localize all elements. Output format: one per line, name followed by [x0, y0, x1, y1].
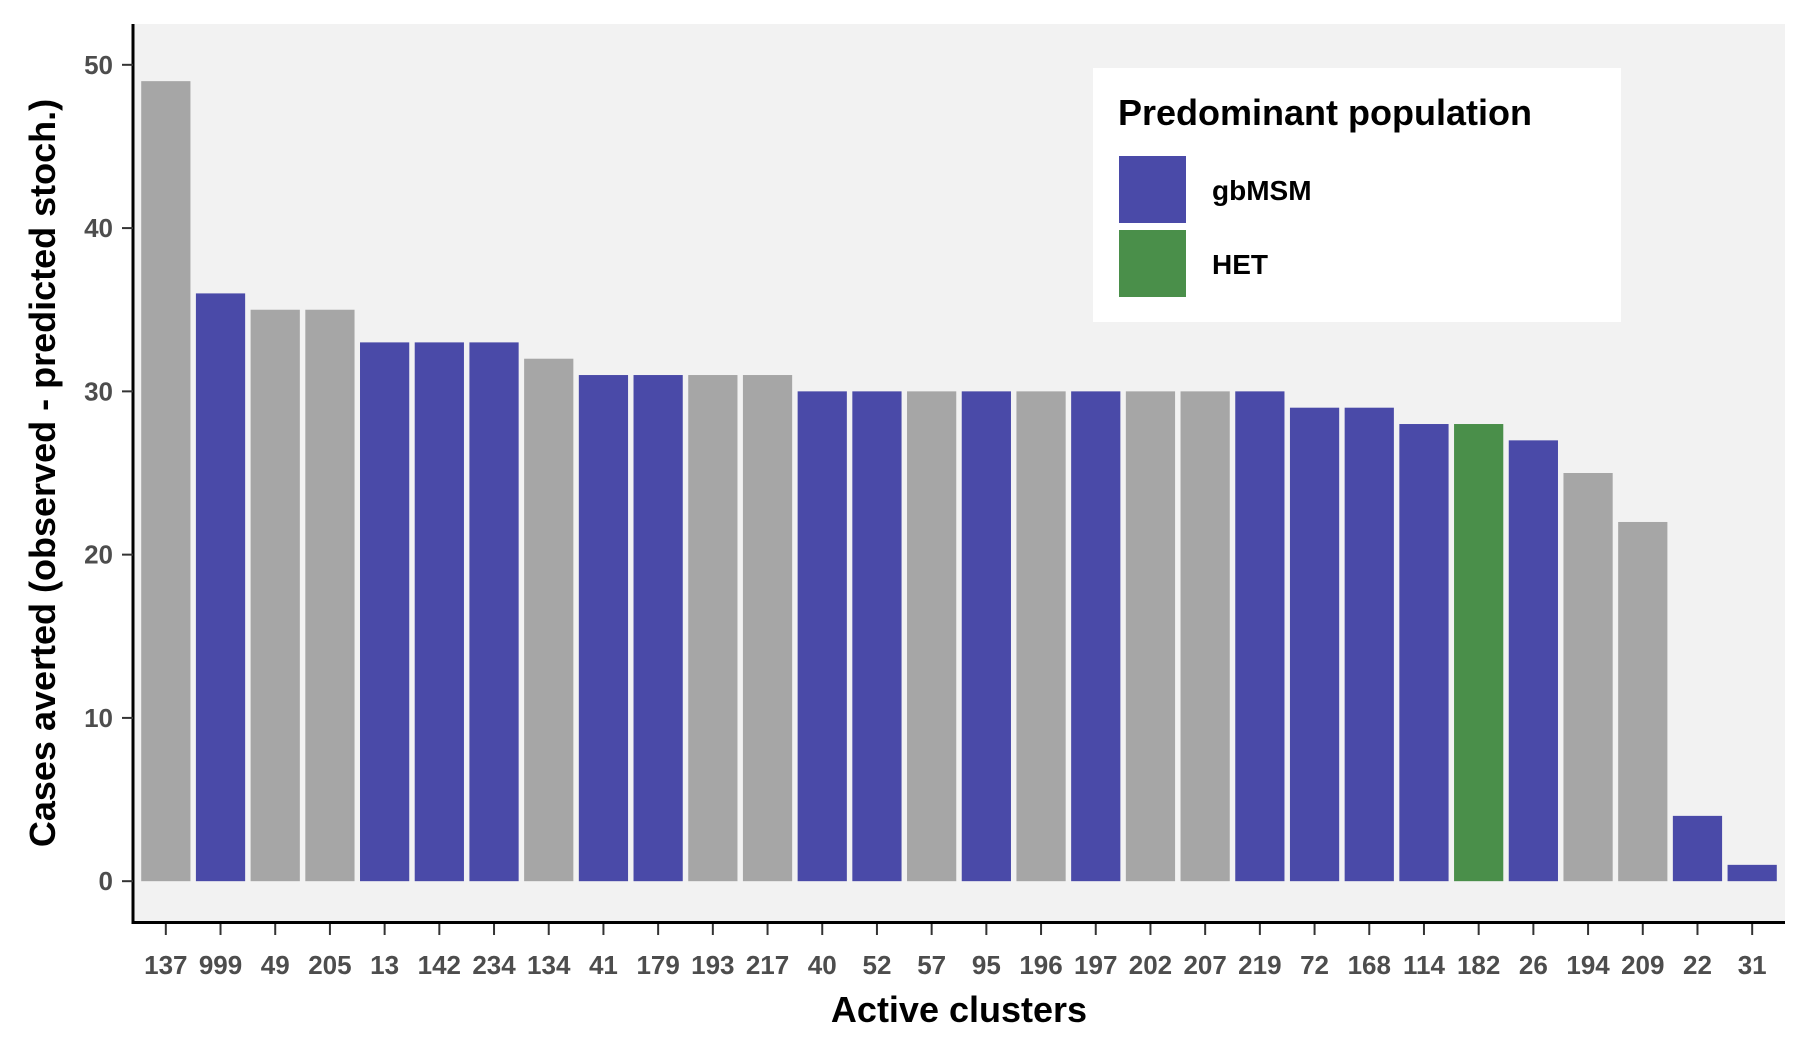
bar-999 [195, 293, 246, 882]
bar-182 [1454, 424, 1504, 882]
legend: Predominant population gbMSM HET [1093, 68, 1621, 322]
bar-219 [1235, 391, 1285, 882]
bar-95 [961, 391, 1011, 882]
legend-label-het: HET [1212, 249, 1268, 280]
bar-134 [524, 358, 574, 882]
x-tick-label-57: 57 [917, 950, 946, 980]
x-tick-label-49: 49 [261, 950, 290, 980]
bar-194 [1563, 473, 1613, 882]
x-tick-label-205: 205 [308, 950, 351, 980]
bar-217 [742, 375, 793, 882]
bar-137 [141, 81, 191, 882]
bar-234 [469, 342, 519, 882]
x-tick-label-196: 196 [1019, 950, 1062, 980]
x-tick-label-137: 137 [144, 950, 187, 980]
bars-group [141, 81, 1777, 882]
legend-title: Predominant population [1118, 92, 1532, 133]
x-tick-label-142: 142 [418, 950, 461, 980]
x-tick-label-168: 168 [1348, 950, 1391, 980]
bar-22 [1672, 815, 1723, 882]
x-tick-label-209: 209 [1621, 950, 1664, 980]
x-tick-label-40: 40 [808, 950, 837, 980]
bar-72 [1289, 407, 1340, 882]
x-tick-label-217: 217 [746, 950, 789, 980]
legend-key-het [1117, 228, 1188, 299]
y-tick-label-30: 30 [84, 376, 113, 406]
x-axis-title: Active clusters [831, 989, 1087, 1030]
x-tick-label-197: 197 [1074, 950, 1117, 980]
legend-key-gbmsm [1117, 154, 1188, 225]
x-tick-label-234: 234 [472, 950, 516, 980]
x-tick-label-219: 219 [1238, 950, 1281, 980]
y-axis-title: Cases averted (observed - predicted stoc… [22, 99, 63, 847]
bar-168 [1344, 407, 1394, 882]
bar-197 [1071, 391, 1121, 882]
legend-label-gbmsm: gbMSM [1212, 175, 1312, 206]
bar-52 [852, 391, 902, 882]
y-tick-label-0: 0 [99, 866, 113, 896]
bar-41 [578, 375, 629, 882]
bar-179 [633, 375, 683, 882]
bar-196 [1016, 391, 1066, 882]
y-tick-label-10: 10 [84, 703, 113, 733]
y-ticks-group: 0 10 20 30 40 50 [84, 50, 133, 896]
bar-13 [360, 342, 410, 882]
bar-49 [250, 309, 300, 882]
x-tick-label-202: 202 [1129, 950, 1172, 980]
y-tick-label-40: 40 [84, 213, 113, 243]
x-tick-label-72: 72 [1300, 950, 1329, 980]
x-tick-label-22: 22 [1683, 950, 1712, 980]
bar-202 [1125, 391, 1176, 882]
x-tick-label-52: 52 [862, 950, 891, 980]
y-tick-label-50: 50 [84, 50, 113, 80]
x-tick-label-999: 999 [199, 950, 242, 980]
x-tick-label-41: 41 [589, 950, 618, 980]
bar-57 [907, 391, 957, 882]
x-ticks-group: 137 999 49 205 13 142 234 134 41 179 193 217 40 52 57 9… [144, 924, 1767, 980]
x-tick-label-182: 182 [1457, 950, 1500, 980]
bar-40 [797, 391, 847, 882]
bar-26 [1508, 440, 1558, 882]
x-tick-label-114: 114 [1403, 950, 1445, 980]
x-tick-label-194: 194 [1566, 950, 1610, 980]
x-tick-label-134: 134 [527, 950, 571, 980]
bar-193 [688, 375, 738, 882]
x-tick-label-13: 13 [370, 950, 399, 980]
bar-207 [1180, 391, 1230, 882]
bar-31 [1727, 864, 1777, 882]
y-tick-label-20: 20 [84, 540, 113, 570]
x-tick-label-26: 26 [1519, 950, 1548, 980]
x-tick-label-207: 207 [1183, 950, 1226, 980]
bar-142 [414, 342, 464, 882]
x-tick-label-179: 179 [636, 950, 679, 980]
x-tick-label-193: 193 [691, 950, 734, 980]
bar-114 [1399, 424, 1449, 882]
x-tick-label-95: 95 [972, 950, 1001, 980]
x-tick-label-31: 31 [1738, 950, 1767, 980]
bar-209 [1618, 521, 1668, 882]
bar-205 [305, 309, 355, 882]
